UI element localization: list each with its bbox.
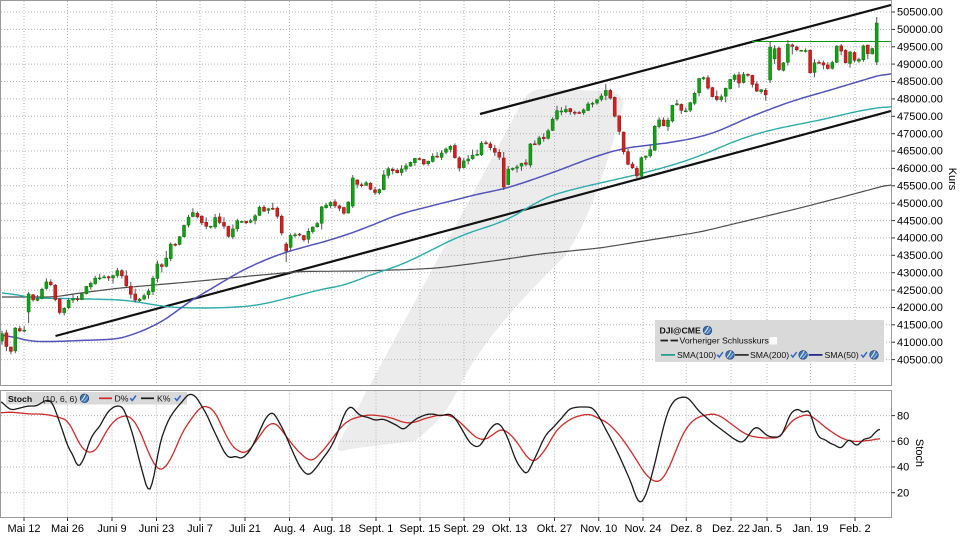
svg-text:Sept. 15: Sept. 15 [400,523,441,535]
svg-text:50500.00: 50500.00 [897,7,943,19]
svg-text:46000.00: 46000.00 [897,163,943,175]
svg-text:Nov. 24: Nov. 24 [624,523,661,535]
svg-text:49000.00: 49000.00 [897,59,943,71]
svg-text:Jan. 5: Jan. 5 [752,523,782,535]
svg-text:42000.00: 42000.00 [897,302,943,314]
svg-text:SMA(100): SMA(100) [677,350,716,360]
svg-text:Sept. 29: Sept. 29 [444,523,485,535]
svg-text:SMA(200): SMA(200) [750,350,789,360]
svg-text:Vorheriger Schlusskurs: Vorheriger Schlusskurs [680,336,770,346]
svg-text:Juli 21: Juli 21 [229,523,261,535]
svg-text:43500.00: 43500.00 [897,250,943,262]
svg-text:(10, 6, 6): (10, 6, 6) [43,394,78,404]
svg-text:42500.00: 42500.00 [897,285,943,297]
svg-text:48000.00: 48000.00 [897,94,943,106]
svg-text:Juni 23: Juni 23 [139,523,174,535]
svg-text:47000.00: 47000.00 [897,128,943,140]
svg-text:D%: D% [115,394,129,404]
svg-text:Feb. 2: Feb. 2 [839,523,870,535]
svg-text:Okt. 27: Okt. 27 [537,523,572,535]
svg-text:SMA(50): SMA(50) [825,350,859,360]
svg-text:Mai 26: Mai 26 [51,523,84,535]
svg-text:41000.00: 41000.00 [897,337,943,349]
svg-text:DJI@CME: DJI@CME [660,325,702,335]
svg-text:Stoch: Stoch [913,439,925,467]
svg-text:Okt. 13: Okt. 13 [492,523,527,535]
svg-text:43000.00: 43000.00 [897,267,943,279]
svg-text:48500.00: 48500.00 [897,76,943,88]
svg-text:45500.00: 45500.00 [897,181,943,193]
svg-text:Dez. 8: Dez. 8 [670,523,702,535]
svg-text:Juli 7: Juli 7 [187,523,213,535]
svg-text:Dez. 22: Dez. 22 [712,523,750,535]
svg-text:Sept. 1: Sept. 1 [359,523,394,535]
svg-text:40500.00: 40500.00 [897,354,943,366]
svg-text:Nov. 10: Nov. 10 [580,523,617,535]
svg-text:50000.00: 50000.00 [897,24,943,36]
svg-text:Stoch: Stoch [8,394,32,404]
svg-text:46500.00: 46500.00 [897,146,943,158]
svg-text:Aug. 18: Aug. 18 [313,523,351,535]
svg-text:40: 40 [897,462,909,474]
svg-text:47500.00: 47500.00 [897,111,943,123]
svg-text:Jan. 19: Jan. 19 [792,523,828,535]
svg-text:Mai 12: Mai 12 [7,523,40,535]
svg-text:Aug. 4: Aug. 4 [274,523,306,535]
svg-text:41500.00: 41500.00 [897,320,943,332]
svg-text:K%: K% [157,394,171,404]
svg-text:44000.00: 44000.00 [897,233,943,245]
svg-text:Juni 9: Juni 9 [97,523,126,535]
svg-text:Kurs: Kurs [946,168,958,191]
svg-text:80: 80 [897,410,909,422]
svg-text:20: 20 [897,487,909,499]
svg-text:60: 60 [897,436,909,448]
svg-text:49500.00: 49500.00 [897,42,943,54]
svg-text:44500.00: 44500.00 [897,215,943,227]
svg-text:45000.00: 45000.00 [897,198,943,210]
